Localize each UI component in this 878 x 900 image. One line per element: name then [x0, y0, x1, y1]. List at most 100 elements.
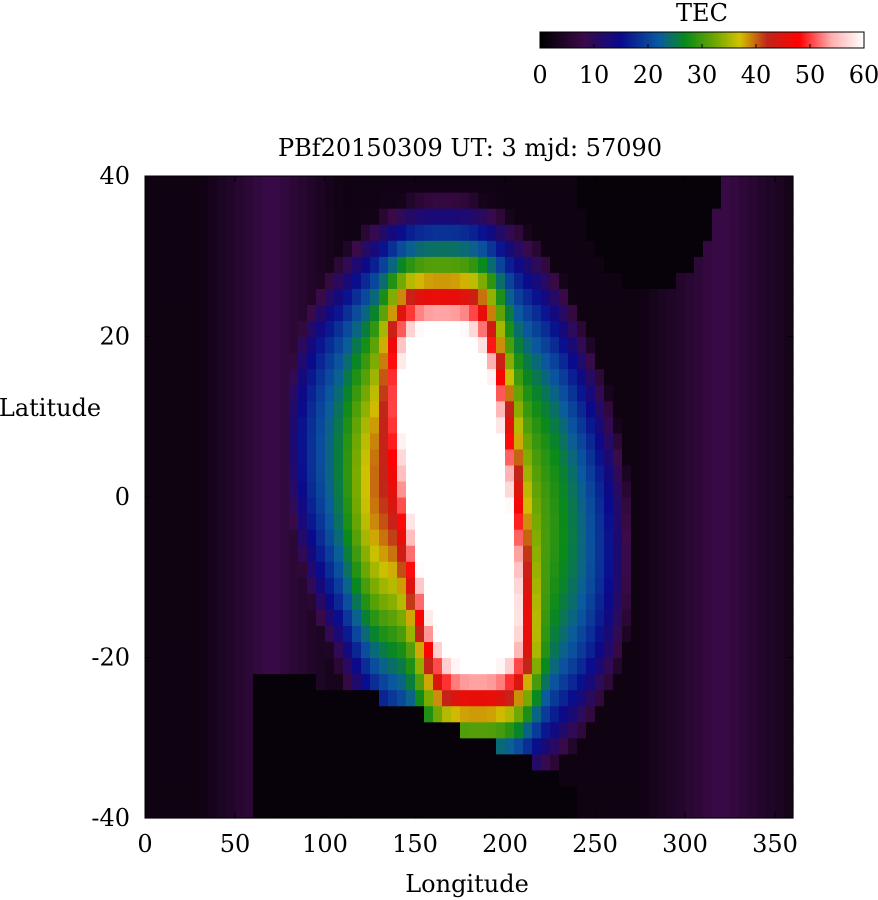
heatmap-cell	[730, 625, 740, 643]
heatmap-cell	[262, 384, 272, 402]
heatmap-cell	[784, 288, 794, 305]
heatmap-cell	[622, 593, 632, 610]
heatmap-cell	[361, 256, 371, 273]
heatmap-cell	[730, 737, 740, 755]
heatmap-cell	[676, 561, 686, 578]
heatmap-cell	[217, 336, 227, 354]
heatmap-cell	[388, 737, 398, 755]
heatmap-cell	[190, 256, 200, 273]
heatmap-cell	[766, 448, 776, 466]
heatmap-cell	[532, 288, 542, 305]
heatmap-cell	[541, 785, 551, 803]
heatmap-cell	[352, 737, 362, 755]
heatmap-cell	[271, 464, 281, 482]
heatmap-cell	[730, 224, 740, 241]
heatmap-cell	[388, 529, 398, 546]
heatmap-cell	[190, 384, 200, 402]
heatmap-cell	[190, 240, 200, 257]
heatmap-cell	[514, 801, 524, 819]
heatmap-cell	[667, 464, 677, 482]
heatmap-cell	[163, 673, 173, 691]
heatmap-cell	[379, 464, 389, 482]
heatmap-cell	[586, 464, 596, 482]
heatmap-cell	[622, 577, 632, 594]
heatmap-cell	[613, 625, 623, 643]
heatmap-cell	[361, 513, 371, 530]
heatmap-cell	[280, 320, 290, 338]
heatmap-cell	[307, 480, 317, 498]
heatmap-cell	[226, 464, 236, 482]
heatmap-cell	[451, 352, 461, 370]
heatmap-cell	[631, 737, 641, 755]
heatmap-cell	[730, 689, 740, 707]
heatmap-cell	[307, 208, 317, 225]
heatmap-cell	[712, 529, 722, 546]
heatmap-cell	[550, 432, 560, 450]
heatmap-cell	[568, 497, 578, 514]
heatmap-cell	[388, 304, 398, 322]
heatmap-cell	[163, 368, 173, 386]
heatmap-cell	[613, 721, 623, 739]
heatmap-cell	[289, 689, 299, 707]
heatmap-cell	[424, 737, 434, 755]
heatmap-cell	[397, 785, 407, 803]
heatmap-cell	[487, 384, 497, 402]
heatmap-cell	[370, 785, 380, 803]
heatmap-cell	[442, 705, 452, 723]
heatmap-cell	[262, 352, 272, 370]
heatmap-cell	[739, 208, 749, 225]
heatmap-cell	[667, 673, 677, 691]
heatmap-cell	[604, 224, 614, 241]
heatmap-cell	[217, 721, 227, 739]
heatmap-cell	[235, 545, 245, 562]
heatmap-cell	[163, 240, 173, 257]
heatmap-cell	[748, 705, 758, 723]
heatmap-cell	[631, 240, 641, 257]
heatmap-cell	[613, 256, 623, 273]
heatmap-cell	[550, 609, 560, 626]
heatmap-cell	[766, 593, 776, 610]
heatmap-cell	[640, 753, 650, 771]
heatmap-cell	[460, 641, 470, 659]
heatmap-cell	[415, 176, 425, 193]
heatmap-cell	[388, 593, 398, 610]
heatmap-cell	[721, 272, 731, 289]
heatmap-cell	[442, 352, 452, 370]
heatmap-cell	[262, 705, 272, 723]
heatmap-cell	[577, 753, 587, 771]
heatmap-cell	[271, 368, 281, 386]
heatmap-cell	[595, 384, 605, 402]
heatmap-cell	[406, 288, 416, 305]
heatmap-cell	[667, 416, 677, 434]
heatmap-cell	[694, 753, 704, 771]
heatmap-cell	[253, 368, 263, 386]
heatmap-cell	[721, 705, 731, 723]
heatmap-cell	[514, 609, 524, 626]
heatmap-cell	[694, 545, 704, 562]
heatmap-cell	[325, 497, 335, 514]
heatmap-cell	[388, 673, 398, 691]
heatmap-cell	[631, 721, 641, 739]
heatmap-cell	[352, 416, 362, 434]
heatmap-cell	[757, 657, 767, 675]
heatmap-cell	[370, 464, 380, 482]
heatmap-cell	[577, 561, 587, 578]
heatmap-cell	[298, 368, 308, 386]
heatmap-cell	[226, 336, 236, 354]
heatmap-cell	[451, 737, 461, 755]
heatmap-cell	[406, 801, 416, 819]
heatmap-cell	[622, 384, 632, 402]
heatmap-cell	[199, 240, 209, 257]
heatmap-cell	[721, 737, 731, 755]
heatmap-cell	[280, 352, 290, 370]
heatmap-cell	[199, 368, 209, 386]
heatmap-cell	[613, 336, 623, 354]
heatmap-cell	[622, 416, 632, 434]
heatmap-cell	[442, 593, 452, 610]
heatmap-cell	[514, 336, 524, 354]
heatmap-cell	[478, 352, 488, 370]
heatmap-cell	[532, 721, 542, 739]
heatmap-cell	[163, 561, 173, 578]
heatmap-cell	[181, 497, 191, 514]
heatmap-cell	[370, 384, 380, 402]
